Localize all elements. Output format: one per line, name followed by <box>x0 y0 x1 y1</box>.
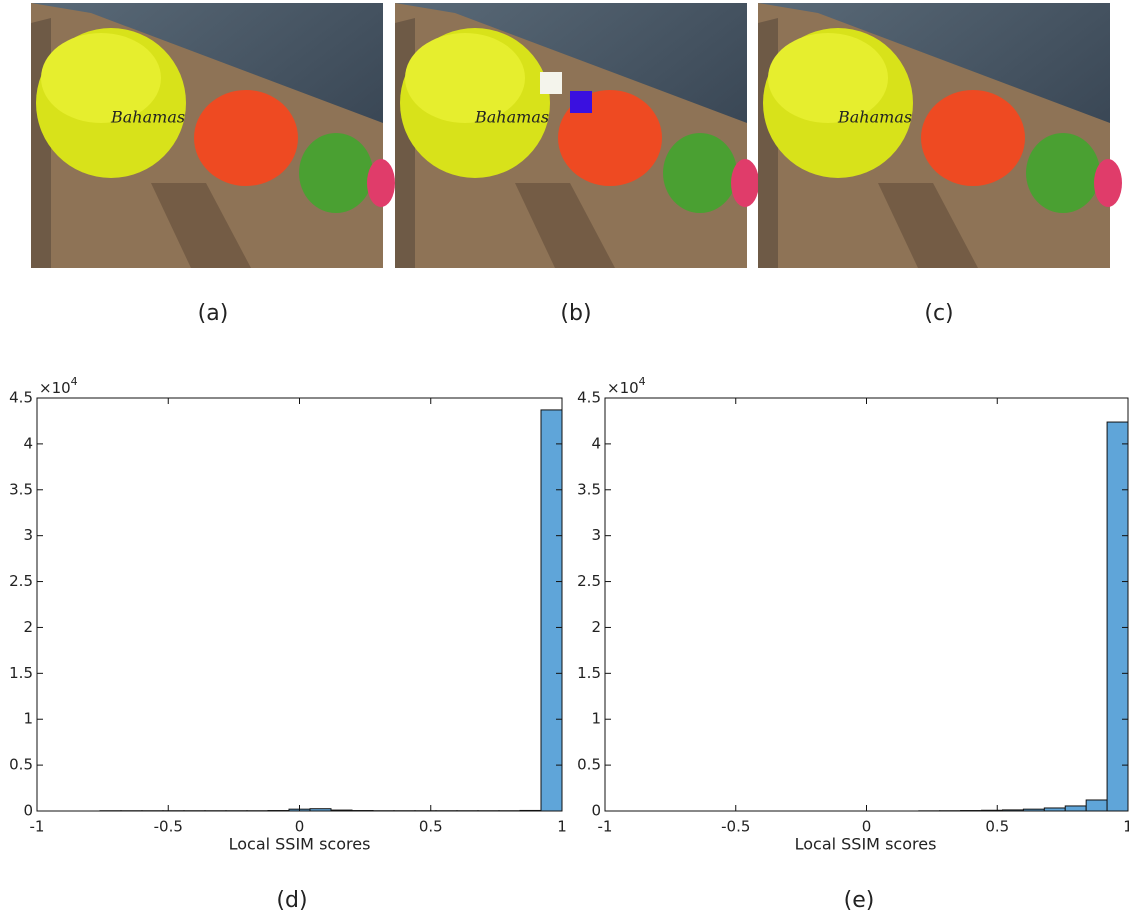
bar <box>1086 800 1107 811</box>
y-tick-label: 4 <box>591 434 601 452</box>
bar <box>1065 806 1086 811</box>
x-tick-label: 0.5 <box>985 818 1009 836</box>
x-tick-label: 1 <box>557 818 567 836</box>
y-scale-base: ×10 <box>39 379 71 397</box>
image-b <box>395 3 759 268</box>
y-tick-label: 0 <box>591 802 601 820</box>
y-tick-label: 4.5 <box>9 389 33 407</box>
x-tick-label: -1 <box>30 818 45 836</box>
y-tick-label: 1.5 <box>9 664 33 682</box>
y-tick-label: 1.5 <box>577 664 601 682</box>
image-a <box>31 3 395 268</box>
y-tick-label: 3.5 <box>9 480 33 498</box>
caption: (a) <box>198 301 229 326</box>
x-tick-label: -1 <box>598 818 613 836</box>
y-tick-label: 3 <box>23 526 33 544</box>
y-tick-label: 0 <box>23 802 33 820</box>
y-tick-label: 0.5 <box>577 756 601 774</box>
x-tick-label: 0 <box>295 818 305 836</box>
x-tick-label: -0.5 <box>721 818 750 836</box>
y-tick-label: 2.5 <box>577 572 601 590</box>
y-tick-label: 3.5 <box>577 480 601 498</box>
caption: (c) <box>924 301 953 326</box>
bar <box>541 410 562 811</box>
x-tick-label: 0.5 <box>419 818 443 836</box>
x-tick-label: 1 <box>1123 818 1129 836</box>
y-tick-label: 1 <box>23 710 33 728</box>
y-tick-label: 2 <box>23 618 33 636</box>
axes-frame <box>37 398 562 811</box>
y-tick-label: 3 <box>591 526 601 544</box>
y-tick-label: 1 <box>591 710 601 728</box>
y-tick-label: 0.5 <box>9 756 33 774</box>
x-tick-label: 0 <box>862 818 872 836</box>
caption: (e) <box>844 888 875 913</box>
caption: (d) <box>276 888 307 913</box>
y-tick-label: 4.5 <box>577 389 601 407</box>
image-c <box>758 3 1122 268</box>
y-scale-exponent: 4 <box>639 375 646 388</box>
caption: (b) <box>560 301 591 326</box>
x-axis-label: Local SSIM scores <box>795 835 937 854</box>
x-axis-label: Local SSIM scores <box>229 835 371 854</box>
y-scale-label: ×104 <box>39 375 78 397</box>
x-tick-label: -0.5 <box>154 818 183 836</box>
axes-frame <box>605 398 1128 811</box>
y-tick-label: 4 <box>23 434 33 452</box>
y-scale-label: ×104 <box>607 375 646 397</box>
bar <box>1107 422 1128 811</box>
y-scale-base: ×10 <box>607 379 639 397</box>
y-scale-exponent: 4 <box>71 375 78 388</box>
figure: Bahamas (a) (b) (c) -1-0.500.5100.511.52… <box>0 0 1129 920</box>
y-tick-label: 2.5 <box>9 572 33 590</box>
y-tick-label: 2 <box>591 618 601 636</box>
